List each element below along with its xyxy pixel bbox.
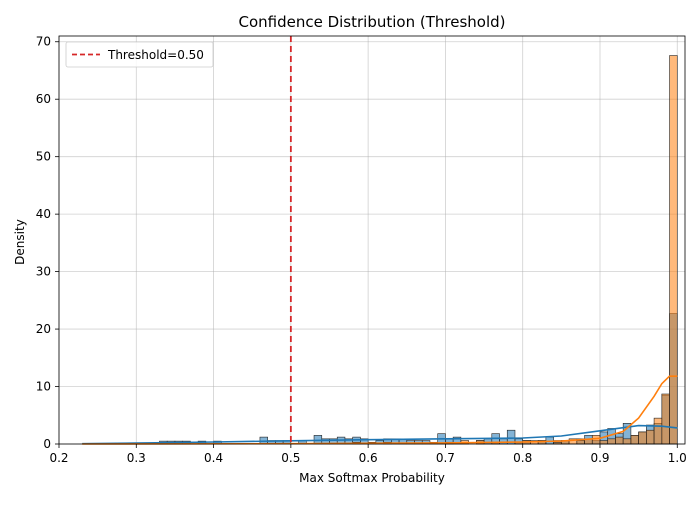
x-tick-label: 0.9 [590,451,609,465]
legend-label-threshold: Threshold=0.50 [107,48,204,62]
chart-title: Confidence Distribution (Threshold) [238,13,505,31]
histogram-bar-series-2 [630,435,639,445]
plot-frame [58,35,686,445]
axes-layer: 0.2 0.3 0.4 0.5 0.6 0.7 0.8 0.9 1.0 0 10 20 30 40 50 60… [36,35,687,465]
legend-box [65,41,214,68]
histogram-bar-series-2 [653,417,663,445]
x-tick-label: 0.5 [281,451,300,465]
legend: Threshold=0.50 [65,41,214,68]
x-tick-label: 0.7 [436,451,455,465]
histogram-bar-series-2 [599,440,609,445]
kde-layer [82,375,678,445]
y-tick-label: 60 [36,92,51,106]
histogram-bar-series-2 [646,429,655,445]
y-tick-label: 0 [43,437,51,451]
x-tick-label: 1.0 [668,451,687,465]
histogram-bar-series-2 [661,393,670,445]
y-tick-label: 10 [36,380,51,394]
kde-line-series-2 [82,375,678,445]
histogram-bar-series-2 [638,431,647,445]
y-tick-label: 20 [36,322,51,336]
x-axis-label: Max Softmax Probability [299,471,445,485]
histogram-bar-series-2 [615,436,624,445]
histogram-bar-series-2 [576,440,585,445]
x-tick-label: 0.4 [204,451,223,465]
histogram-bar-series-2 [591,435,601,445]
kde-line-series-1 [82,424,678,445]
histogram-bar-series-2 [622,438,632,445]
grid-layer [58,36,685,445]
x-tick-label: 0.8 [513,451,532,465]
x-tick-label: 0.3 [127,451,146,465]
x-tick-label: 0.2 [49,451,68,465]
y-axis-label: Density [13,219,27,265]
x-tick-label: 0.6 [359,451,378,465]
y-tick-label: 50 [36,150,51,164]
histogram-bar-series-2 [669,55,678,445]
histogram-bar-series-2 [607,438,616,445]
y-tick-label: 70 [36,35,51,49]
y-tick-label: 30 [36,265,51,279]
y-tick-label: 40 [36,207,51,221]
